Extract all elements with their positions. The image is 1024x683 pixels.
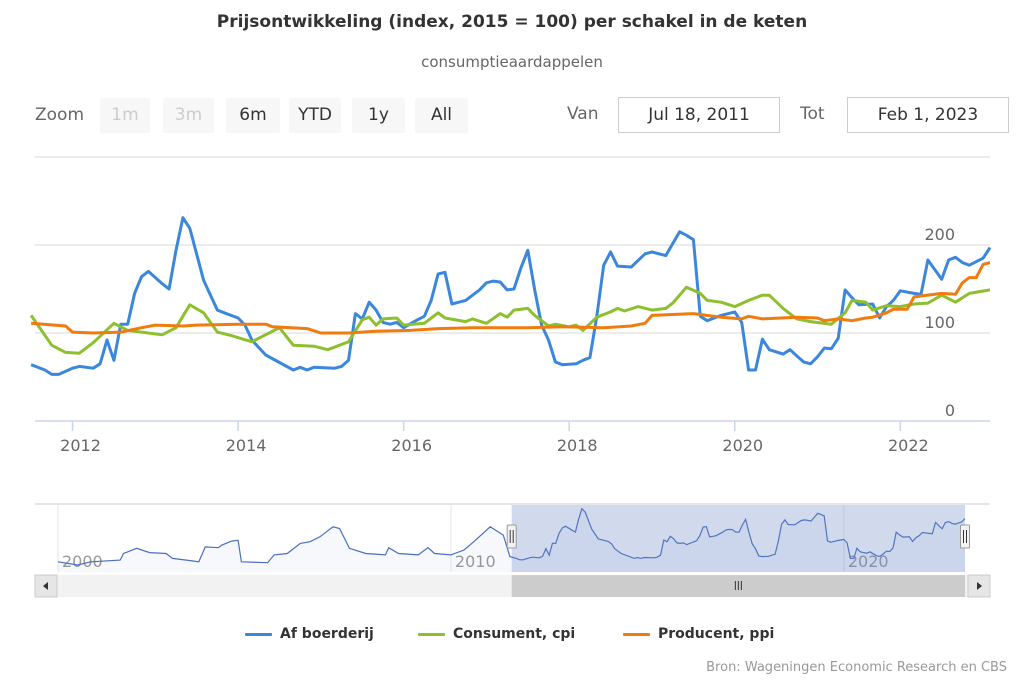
navigator-handle-right[interactable] bbox=[960, 524, 970, 549]
range-button-1y[interactable]: 1y bbox=[352, 98, 405, 133]
arrow-right-icon bbox=[977, 582, 982, 590]
y-tick-label: 100 bbox=[924, 313, 955, 332]
navigator-tick-label: 2010 bbox=[455, 552, 496, 571]
x-tick-label: 2012 bbox=[60, 436, 101, 455]
legend-label: Consument, cpi bbox=[453, 626, 576, 642]
legend-label: Producent, ppi bbox=[658, 626, 775, 642]
legend-label: Af boerderij bbox=[280, 626, 374, 642]
legend-swatch bbox=[245, 632, 272, 636]
navigator-series-line bbox=[57, 507, 966, 566]
navigator-tick-label: 2000 bbox=[62, 552, 103, 571]
legend-swatch bbox=[623, 632, 650, 636]
navigator-series-area bbox=[58, 508, 965, 572]
navigator-handle-left[interactable] bbox=[506, 524, 517, 549]
from-date-label: Van bbox=[567, 104, 599, 124]
to-date-label: Tot bbox=[800, 104, 825, 124]
series-group bbox=[29, 216, 992, 376]
grip-icon bbox=[734, 581, 742, 590]
chart-title: Prijsontwikkeling (index, 2015 = 100) pe… bbox=[216, 12, 808, 32]
navigator-selected-range[interactable] bbox=[511, 505, 965, 572]
y-tick-label: 0 bbox=[945, 401, 955, 420]
y-tick-label: 200 bbox=[924, 225, 955, 244]
from-date-input[interactable] bbox=[618, 97, 780, 133]
arrow-left-icon bbox=[43, 582, 48, 590]
series-line-producent-ppi[interactable] bbox=[30, 261, 991, 335]
range-button-ytd[interactable]: YTD bbox=[289, 98, 341, 133]
zoom-label: Zoom bbox=[35, 105, 85, 125]
legend-item-consument-cpi[interactable]: Consument, cpi bbox=[418, 622, 575, 646]
scroll-left-button[interactable] bbox=[34, 574, 58, 598]
range-button-6m[interactable]: 6m bbox=[226, 98, 280, 133]
scrollbar[interactable] bbox=[34, 574, 991, 598]
range-button-all[interactable]: All bbox=[415, 98, 468, 133]
range-button-1m[interactable]: 1m bbox=[100, 98, 150, 133]
navigator[interactable]: 2000 2010 2020 bbox=[35, 503, 990, 572]
credits[interactable]: Bron: Wageningen Economic Research en CB… bbox=[706, 660, 1007, 675]
x-tick-label: 2022 bbox=[888, 436, 929, 455]
x-tick-label: 2014 bbox=[226, 436, 267, 455]
legend-item-af-boerderij[interactable]: Af boerderij bbox=[245, 622, 374, 646]
y-axis: 0 100 200 bbox=[924, 225, 955, 420]
x-tick-label: 2018 bbox=[557, 436, 598, 455]
series-line-af-boerderij[interactable] bbox=[30, 216, 992, 376]
series-line-consument-cpi[interactable] bbox=[29, 285, 991, 355]
x-tick-label: 2020 bbox=[722, 436, 763, 455]
legend-item-producent-ppi[interactable]: Producent, ppi bbox=[623, 622, 774, 646]
to-date-input[interactable] bbox=[847, 97, 1009, 133]
chart-subtitle: consumptieaardappelen bbox=[421, 53, 603, 71]
navigator-tick-label: 2020 bbox=[848, 552, 889, 571]
range-button-3m[interactable]: 3m bbox=[163, 98, 214, 133]
x-tick-label: 2016 bbox=[391, 436, 432, 455]
scroll-right-button[interactable] bbox=[967, 574, 991, 598]
legend: Af boerderij Consument, cpi Producent, p… bbox=[0, 622, 1024, 646]
x-axis bbox=[35, 420, 990, 431]
legend-swatch bbox=[418, 632, 445, 636]
